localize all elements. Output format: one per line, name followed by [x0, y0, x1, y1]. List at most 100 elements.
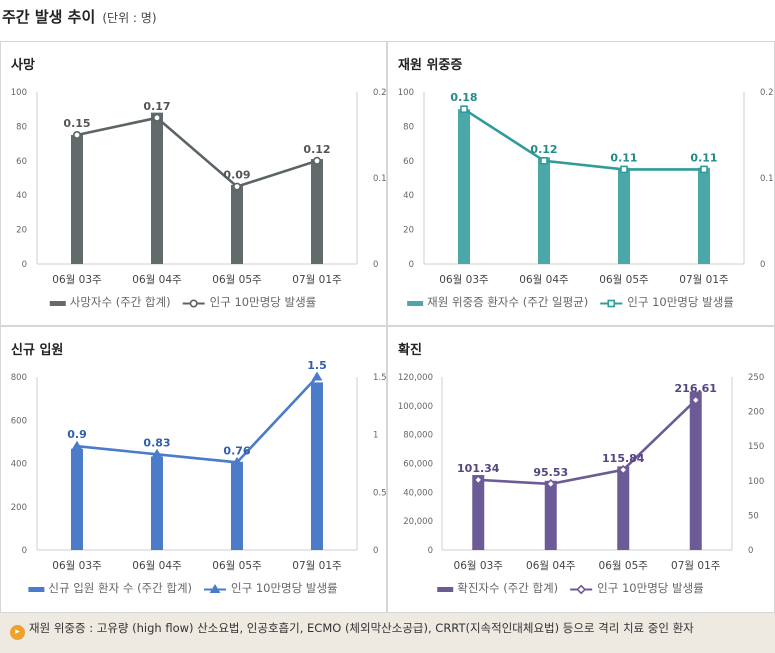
legend-marker: [209, 584, 221, 593]
y-right-tick-label: 250: [748, 373, 764, 383]
footnote-text: 재원 위중증 : 고유량 (high flow) 산소요법, 인공호흡기, EC…: [29, 621, 694, 635]
bar: [472, 475, 485, 550]
line-marker: [231, 456, 243, 466]
y-right-tick-label: 1: [373, 431, 378, 441]
chart-admissions: 신규 입원 0 200 400 600 800 0 0.5 1 1.5 06월 03주 06월 04주…: [11, 343, 387, 595]
y-right-tick-label: 0.2: [760, 88, 774, 98]
bar: [458, 109, 470, 264]
y-right-tick-label: 150: [748, 442, 764, 452]
x-tick-label: 06월 04주: [132, 274, 182, 286]
legend: 확진자수 (주간 합계) 인구 10만명당 발생률: [437, 581, 704, 595]
line-marker: [153, 113, 162, 122]
line-marker: [618, 464, 629, 475]
y-left-tick-label: 0: [428, 546, 433, 556]
chart-confirmed: 확진 0 20,000 40,000 60,000 80,000 100,000 120,00…: [398, 342, 764, 595]
legend-bar-swatch: [407, 301, 424, 306]
y-left-tick-label: 120,000: [398, 373, 433, 383]
y-left-tick-label: 400: [11, 460, 27, 470]
y-right-tick-label: 0.1: [373, 174, 387, 184]
bar: [544, 480, 557, 550]
data-label: 0.09: [223, 169, 250, 182]
y-right-tick-label: 0: [373, 260, 378, 270]
y-left-tick-label: 100: [11, 88, 27, 98]
rate-line: [478, 399, 697, 486]
y-right-tick-label: 100: [748, 477, 764, 487]
bar: [71, 448, 83, 550]
y-left-tick-label: 40: [16, 191, 27, 201]
y-right-tick-label: 0: [760, 260, 765, 270]
y-left-tick-label: 800: [11, 373, 27, 383]
line-marker: [690, 395, 701, 406]
y-left-tick-label: 40,000: [403, 488, 433, 498]
x-tick-label: 06월 03주: [52, 560, 102, 572]
bar: [689, 391, 702, 550]
line-marker: [233, 182, 242, 191]
page-header: 주간 발생 추이 (단위 : 명): [2, 6, 157, 32]
data-label: 0.76: [223, 444, 250, 457]
data-label: 95.53: [533, 466, 568, 479]
line-marker: [473, 474, 484, 485]
x-tick-label: 07월 01주: [292, 274, 342, 286]
y-left-tick-label: 40: [403, 191, 414, 201]
y-right-tick-label: 1.5: [373, 373, 387, 383]
line-marker: [700, 165, 708, 174]
y-right-tick-label: 0: [373, 546, 378, 556]
data-label: 0.11: [690, 151, 717, 164]
y-left-tick-label: 0: [22, 260, 27, 270]
legend-line-label: 인구 10만명당 발생률: [231, 581, 338, 595]
data-label: 0.17: [143, 100, 170, 113]
rate-line: [76, 116, 318, 189]
y-right-tick-label: 0.1: [760, 174, 774, 184]
bar: [71, 135, 83, 264]
line-marker: [460, 105, 468, 113]
data-label: 0.83: [143, 436, 170, 449]
legend: 사망자수 (주간 합계) 인구 10만명당 발생률: [49, 295, 317, 309]
bar: [311, 159, 323, 264]
legend-bar-label: 확진자수 (주간 합계): [457, 581, 558, 595]
chart-title: 사망: [11, 57, 35, 73]
bar: [151, 456, 163, 550]
data-label: 216.61: [675, 382, 717, 395]
y-right-tick-label: 0: [748, 546, 753, 556]
legend-bar-swatch: [49, 301, 66, 306]
rate-line: [463, 108, 704, 171]
x-tick-label: 06월 05주: [599, 560, 649, 572]
chart-deaths: 사망 0 20 40 60 80 100 0 0.1 0.2 06월 03주 06월 04주 06월 0…: [11, 57, 387, 309]
data-label: 0.12: [530, 143, 557, 156]
line-marker: [540, 157, 548, 165]
legend-bar-label: 사망자수 (주간 합계): [70, 295, 171, 309]
data-label: 0.9: [67, 428, 87, 441]
y-left-tick-label: 200: [11, 503, 27, 513]
x-tick-label: 06월 04주: [526, 560, 576, 572]
unit-label: (단위 : 명): [102, 11, 157, 25]
line-marker: [620, 165, 628, 174]
legend-marker: [189, 299, 198, 308]
data-label: 101.34: [457, 462, 500, 475]
legend-bar-label: 재원 위중증 환자수 (주간 일평균): [427, 295, 588, 309]
page-title: 주간 발생 추이: [2, 8, 96, 26]
legend-marker: [607, 299, 616, 308]
y-right-tick-label: 0.2: [373, 88, 387, 98]
legend: 신규 입원 환자 수 (주간 합계) 인구 10만명당 발생률: [28, 581, 338, 595]
y-left-tick-label: 20: [16, 226, 27, 236]
x-tick-label: 06월 05주: [212, 274, 262, 286]
legend-line-label: 인구 10만명당 발생률: [210, 295, 317, 309]
chart-title: 재원 위중증: [398, 58, 462, 73]
footnote: ▸ 재원 위중증 : 고유량 (high flow) 산소요법, 인공호흡기, E…: [0, 613, 775, 653]
x-tick-label: 07월 01주: [671, 560, 721, 572]
data-label: 0.11: [610, 151, 637, 164]
legend-bar-swatch: [437, 587, 454, 592]
y-left-tick-label: 0: [409, 260, 414, 270]
x-tick-label: 06월 05주: [599, 274, 649, 286]
y-left-tick-label: 600: [11, 416, 27, 426]
y-left-tick-label: 20: [403, 226, 414, 236]
y-left-tick-label: 60,000: [403, 460, 433, 470]
chart-panel-critical: 재원 위중증 0 20 40 60 80 100 0 0.1 0.2 06월 03주 06월 04주 0…: [387, 41, 775, 326]
line-marker: [71, 440, 83, 450]
x-tick-label: 06월 05주: [212, 560, 262, 572]
x-tick-label: 06월 04주: [132, 560, 182, 572]
data-label: 1.5: [307, 359, 327, 372]
bar: [698, 167, 710, 264]
chart-title: 확진: [398, 342, 422, 358]
data-label: 0.15: [63, 117, 90, 130]
